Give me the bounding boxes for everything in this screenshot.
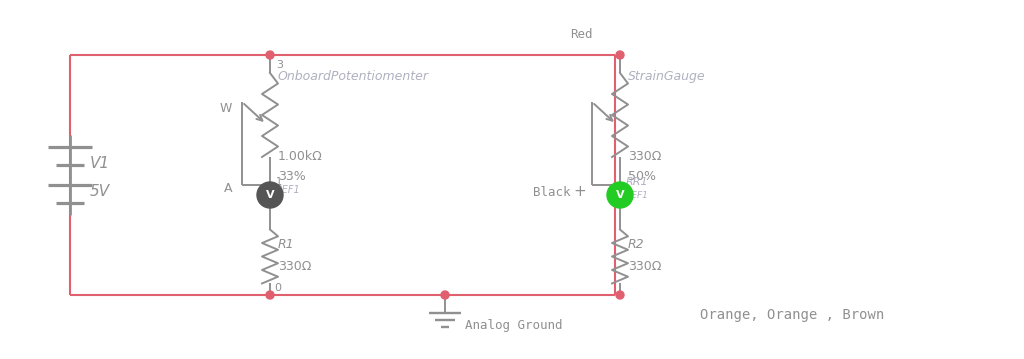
Text: Analog Ground: Analog Ground	[465, 318, 562, 331]
Text: 330Ω: 330Ω	[628, 150, 662, 163]
Text: REF1: REF1	[626, 191, 649, 200]
Text: V1: V1	[90, 155, 111, 171]
Text: RR1: RR1	[626, 177, 648, 187]
Text: R2: R2	[628, 238, 645, 251]
Text: R1: R1	[278, 238, 295, 251]
Circle shape	[266, 51, 274, 59]
Text: OnboardPotentiomenter: OnboardPotentiomenter	[278, 70, 429, 83]
Text: Orange, Orange , Brown: Orange, Orange , Brown	[700, 308, 885, 322]
Text: V: V	[615, 190, 625, 200]
Text: 3: 3	[276, 60, 283, 70]
Circle shape	[266, 291, 274, 299]
Text: 50%: 50%	[628, 170, 656, 183]
Text: 330Ω: 330Ω	[628, 260, 662, 273]
Text: REF1: REF1	[276, 185, 301, 195]
Circle shape	[441, 291, 449, 299]
Text: V: V	[265, 190, 274, 200]
Text: 0: 0	[274, 283, 281, 293]
Text: Red: Red	[570, 28, 593, 42]
Text: StrainGauge: StrainGauge	[628, 70, 706, 83]
Text: W: W	[219, 102, 232, 115]
Text: 330Ω: 330Ω	[278, 260, 311, 273]
Circle shape	[607, 182, 633, 208]
Text: 1.00kΩ: 1.00kΩ	[278, 150, 323, 163]
Text: A: A	[223, 182, 232, 195]
Circle shape	[616, 51, 624, 59]
Text: 1: 1	[276, 177, 283, 187]
Text: 33%: 33%	[278, 170, 306, 183]
Text: 5V: 5V	[90, 185, 111, 200]
Circle shape	[616, 291, 624, 299]
Text: +: +	[573, 185, 586, 200]
Circle shape	[257, 182, 283, 208]
Text: Black: Black	[532, 186, 570, 199]
